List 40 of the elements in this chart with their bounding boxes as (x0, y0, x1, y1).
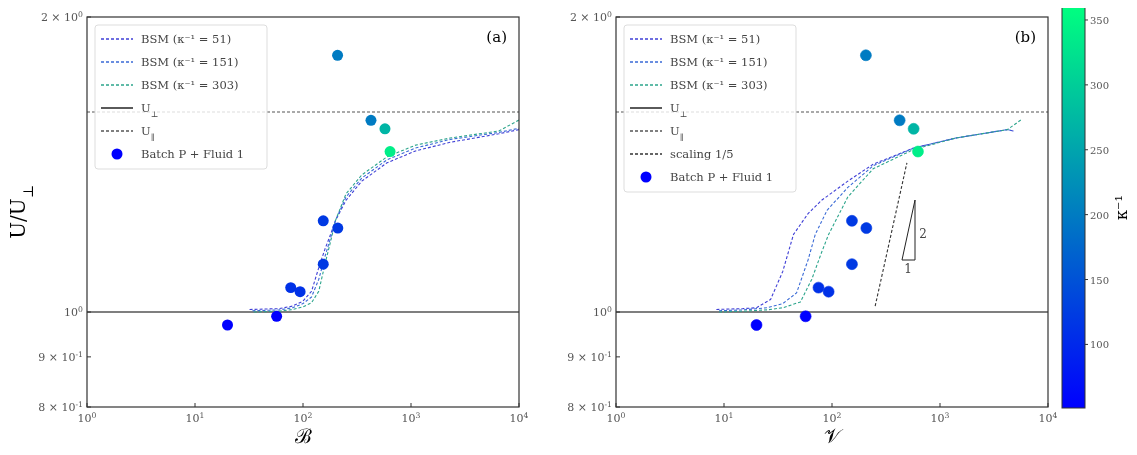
x-tick-label: 10$^{3}$ (401, 410, 421, 425)
annotation: (b) (1014, 28, 1036, 46)
y-tick-label: 2 × 10$^{0}$ (40, 9, 84, 24)
legend-label: BSM (κ⁻¹ = 303) (141, 78, 239, 92)
annotation: 1 (904, 262, 912, 276)
x-axis-title: 𝒱 (823, 424, 844, 448)
color-bar-label: 100 (1090, 339, 1110, 351)
x-tick-label: 10$^{2}$ (822, 410, 842, 425)
x-tick-label: 10$^{4}$ (1038, 410, 1058, 425)
y-tick-label: 2 × 10$^{0}$ (569, 9, 613, 24)
color-bar-label: 350 (1090, 14, 1110, 26)
y-tick-label: 9 × 10$^{-1}$ (38, 349, 83, 364)
color-bar-label: 200 (1090, 209, 1110, 221)
legend-label: BSM (κ⁻¹ = 151) (670, 55, 768, 69)
annotation: (a) (486, 28, 507, 46)
legend-label: Batch P + Fluid 1 (141, 147, 245, 161)
color-bar-title: κ⁻¹ (1112, 195, 1131, 220)
legend-label: BSM (κ⁻¹ = 151) (141, 55, 239, 69)
x-axis-title: ℬ (294, 424, 312, 448)
y-tick-label: 10$^{0}$ (64, 304, 84, 320)
legend-label: U$_{⊥}$ (141, 101, 159, 119)
x-tick-label: 10$^{1}$ (185, 410, 205, 425)
legend-label: BSM (κ⁻¹ = 51) (670, 32, 761, 46)
color-bar-label: 300 (1090, 79, 1110, 91)
legend-label: U$_{∥}$ (141, 124, 155, 142)
legend-label: U$_{∥}$ (670, 124, 684, 142)
y-tick-label: 9 × 10$^{-1}$ (567, 349, 612, 364)
color-bar-label: 150 (1090, 274, 1110, 286)
color-bar-label: 250 (1090, 144, 1110, 156)
x-tick-label: 10$^{1}$ (714, 410, 734, 425)
annotation: 2 (919, 227, 927, 241)
legend-label: BSM (κ⁻¹ = 51) (141, 32, 232, 46)
legend-label: Batch P + Fluid 1 (670, 170, 774, 184)
x-tick-label: 10$^{3}$ (930, 410, 950, 425)
legend-label: BSM (κ⁻¹ = 303) (670, 78, 768, 92)
legend-label: scaling 1/5 (670, 147, 734, 161)
y-tick-label: 10$^{0}$ (593, 304, 613, 320)
x-tick-label: 10$^{4}$ (509, 410, 529, 425)
legend-label: U$_{⊥}$ (670, 101, 688, 119)
x-tick-label: 10$^{2}$ (293, 410, 313, 425)
